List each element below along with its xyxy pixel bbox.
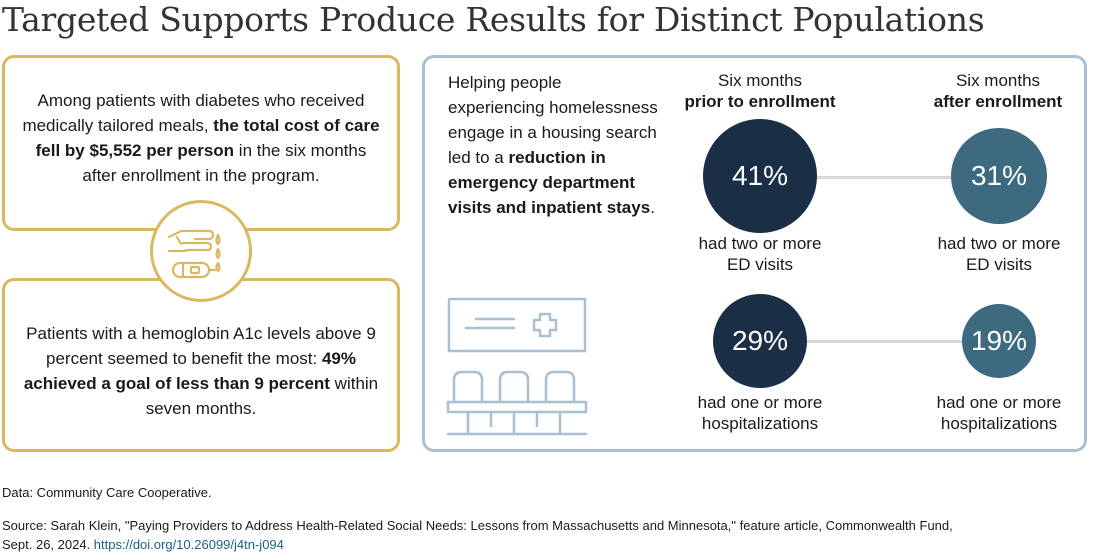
diabetes-text-post: in the six months after enrollment in th…	[82, 141, 367, 185]
column-header-after-line1: Six months	[955, 71, 1041, 90]
lead-text-post: .	[650, 198, 655, 217]
ed-after-caption-line2: ED visits	[965, 255, 1033, 274]
hospital-waiting-room-icon	[446, 297, 588, 436]
hosp-after-caption: had one or more hospitalizations	[899, 392, 1099, 434]
source-line1: Source: Sarah Klein, "Paying Providers t…	[2, 518, 953, 533]
hosp-after-caption-line1: had one or more	[936, 393, 1062, 412]
column-header-prior: Six months prior to enrollment	[660, 70, 860, 112]
hosp-connector-line	[760, 340, 1000, 343]
page-title: Targeted Supports Produce Results for Di…	[2, 0, 985, 39]
ed-after-caption: had two or more ED visits	[899, 233, 1099, 275]
hosp-prior-circle: 29%	[713, 294, 807, 388]
hosp-after-circle: 19%	[962, 304, 1036, 378]
homelessness-lead-text: Helping people experiencing homelessness…	[448, 70, 658, 220]
a1c-text: Patients with a hemoglobin A1c levels ab…	[19, 321, 383, 421]
diabetes-text-bold: the total cost of care fell by $5,552 pe…	[35, 116, 380, 160]
a1c-text-bold: 49% achieved a goal of less than 9 perce…	[23, 349, 356, 393]
source-citation: Source: Sarah Klein, "Paying Providers t…	[2, 516, 1098, 554]
hand-meal-icon	[167, 229, 221, 279]
doi-link[interactable]: https://doi.org/10.26099/j4tn-j094	[93, 537, 284, 552]
data-credit: Data: Community Care Cooperative.	[2, 485, 212, 500]
a1c-text-post: within seven months.	[145, 374, 379, 418]
ed-after-circle: 31%	[951, 128, 1047, 224]
ed-prior-caption-line1: had two or more	[698, 234, 822, 253]
source-line2: Sept. 26, 2024. https://doi.org/10.26099…	[2, 535, 1098, 554]
ed-prior-caption: had two or more ED visits	[660, 233, 860, 275]
ed-connector-line	[760, 176, 1000, 179]
column-header-after-line2: after enrollment	[933, 92, 1063, 111]
diabetes-cost-text: Among patients with diabetes who receive…	[19, 88, 383, 188]
meal-badge	[150, 200, 252, 302]
hosp-after-value: 19%	[970, 325, 1028, 356]
ed-prior-circle: 41%	[703, 119, 817, 233]
lead-text-bold: reduction in emergency department visits…	[448, 148, 651, 217]
column-header-after: Six months after enrollment	[898, 70, 1098, 112]
ed-after-value: 31%	[970, 160, 1028, 191]
ed-prior-caption-line2: ED visits	[726, 255, 794, 274]
lead-text-pre: Helping people experiencing homelessness…	[448, 73, 658, 167]
diabetes-text-pre: Among patients with diabetes who receive…	[22, 91, 365, 135]
ed-prior-value: 41%	[731, 160, 789, 191]
source-date: Sept. 26, 2024.	[2, 537, 94, 552]
a1c-panel: Patients with a hemoglobin A1c levels ab…	[2, 278, 400, 452]
a1c-text-pre: Patients with a hemoglobin A1c levels ab…	[26, 324, 376, 368]
ed-after-caption-line1: had two or more	[937, 234, 1061, 253]
hosp-prior-caption-line2: hospitalizations	[701, 414, 819, 433]
hosp-after-caption-line2: hospitalizations	[940, 414, 1058, 433]
column-header-prior-line2: prior to enrollment	[684, 92, 836, 111]
hosp-prior-value: 29%	[731, 325, 789, 356]
column-header-prior-line1: Six months	[717, 71, 803, 90]
diabetes-cost-panel: Among patients with diabetes who receive…	[2, 55, 400, 231]
hosp-prior-caption: had one or more hospitalizations	[660, 392, 860, 434]
hosp-prior-caption-line1: had one or more	[697, 393, 823, 412]
